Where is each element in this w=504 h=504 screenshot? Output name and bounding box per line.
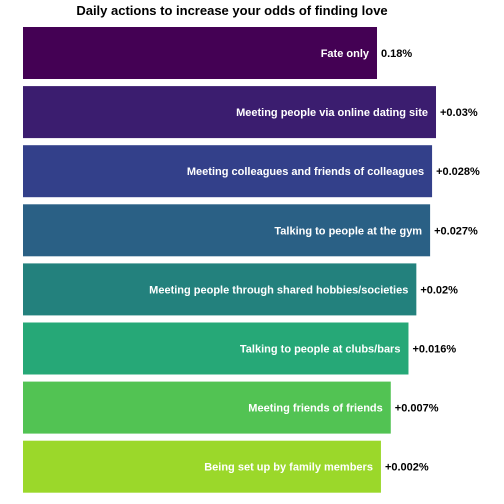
bar-label-4: Meeting people through shared hobbies/so… [149, 284, 408, 296]
bar-5 [23, 322, 409, 375]
bar-4 [23, 263, 417, 316]
bar-label-0: Fate only [321, 48, 370, 60]
value-label-6: +0.007% [395, 403, 439, 415]
bar-label-6: Meeting friends of friends [248, 403, 382, 415]
value-label-0: 0.18% [381, 48, 412, 60]
bar-label-7: Being set up by family members [204, 462, 373, 474]
bar-0 [23, 27, 378, 79]
chart-title: Daily actions to increase your odds of f… [76, 3, 388, 18]
bar-label-5: Talking to people at clubs/bars [240, 344, 401, 356]
bar-3 [23, 204, 431, 257]
bar-2 [23, 145, 433, 198]
bar-7 [23, 440, 381, 493]
bar-label-2: Meeting colleagues and friends of collea… [187, 166, 424, 178]
bar-6 [23, 381, 391, 434]
value-label-1: +0.03% [440, 107, 478, 119]
bar-1 [23, 86, 437, 139]
value-label-5: +0.016% [412, 344, 456, 356]
value-label-3: +0.027% [434, 225, 478, 237]
value-label-2: +0.028% [436, 166, 480, 178]
value-label-4: +0.02% [420, 284, 458, 296]
bar-label-3: Talking to people at the gym [274, 225, 422, 237]
value-label-7: +0.002% [385, 462, 429, 474]
bar-label-1: Meeting people via online dating site [236, 107, 428, 119]
